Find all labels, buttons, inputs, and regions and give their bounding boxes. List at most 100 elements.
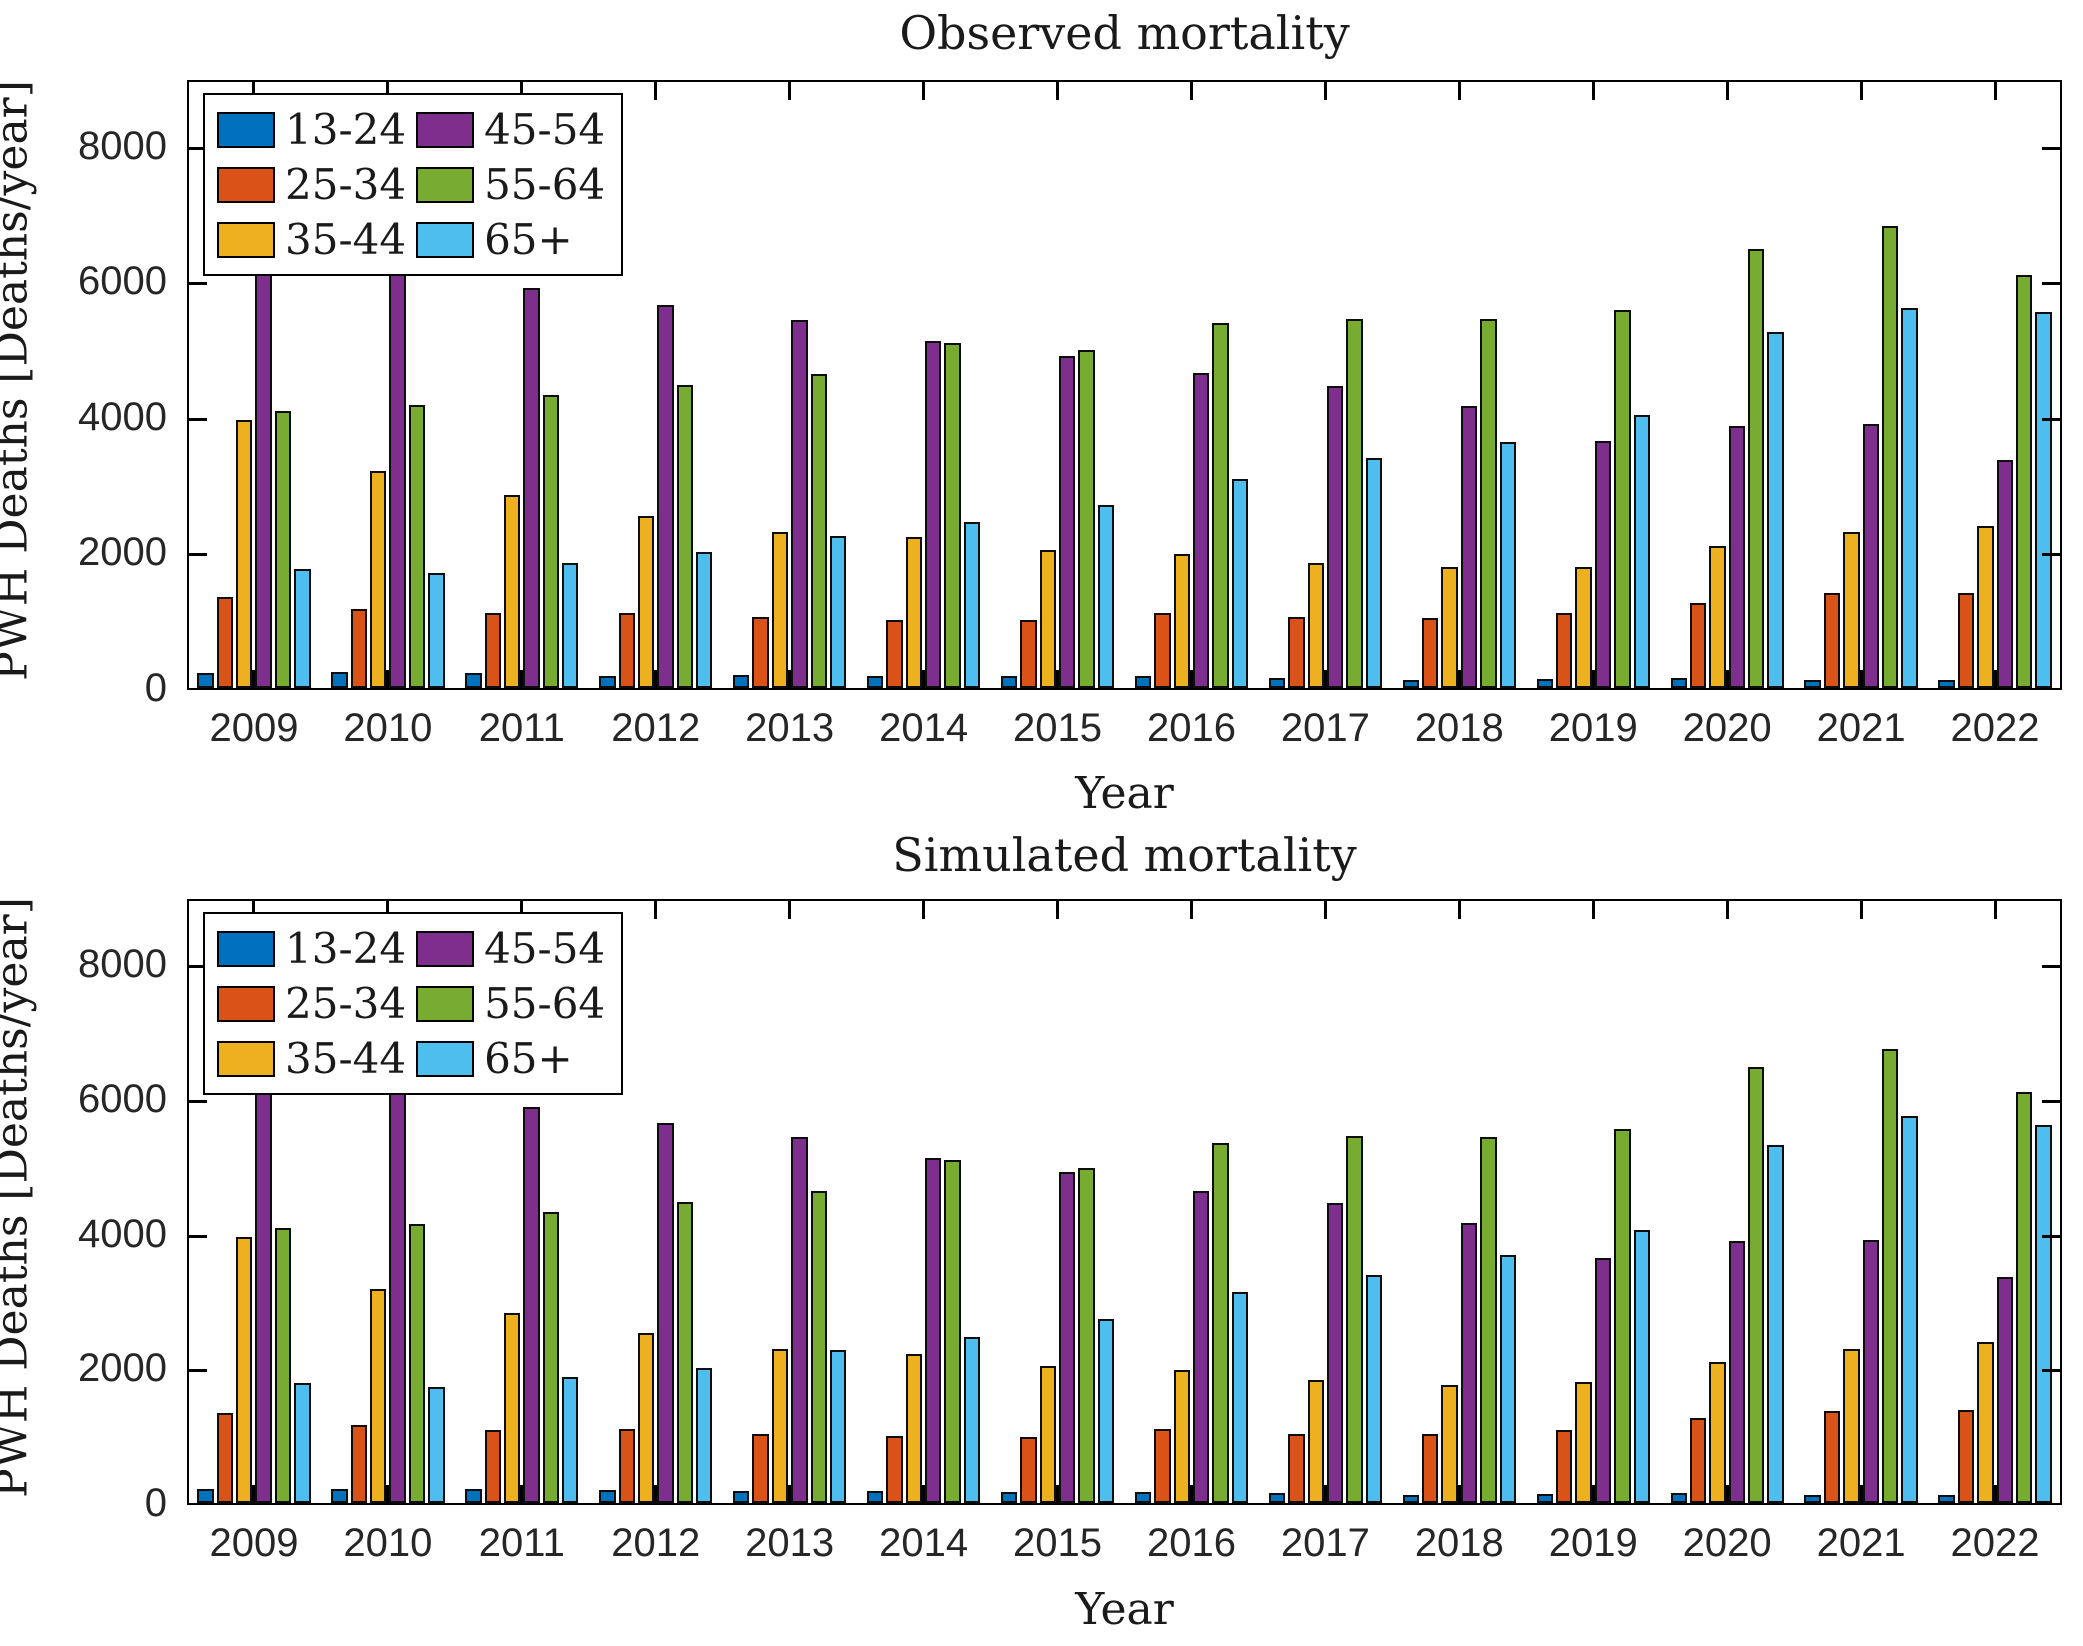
simulated-bar-2022-45-54 [1996, 1277, 2013, 1503]
simulated-bar-2020-35-44 [1709, 1362, 1726, 1503]
simulated-bar-2009-65+ [294, 1383, 311, 1503]
observed-bottom-xtick [1591, 670, 1595, 688]
simulated-bar-2012-35-44 [637, 1333, 655, 1503]
simulated-ytick-label: 8000 [78, 942, 167, 987]
simulated-bar-2015-65+ [1097, 1318, 1115, 1503]
observed-bar-2010-25-34 [350, 608, 368, 688]
simulated-bottom-xtick [1056, 1485, 1060, 1503]
simulated-ytick-label: 0 [144, 1481, 167, 1525]
observed-bar-2011-35-44 [503, 494, 521, 688]
observed-bar-2020-65+ [1767, 332, 1784, 688]
observed-bar-2022-55-64 [2015, 274, 2033, 688]
observed-xtick-label: 2017 [1280, 706, 1370, 750]
observed-bottom-xtick [922, 670, 926, 688]
simulated-bar-2018-35-44 [1441, 1384, 1458, 1503]
simulated-bottom-xtick [922, 1485, 926, 1503]
observed-bar-2015-45-54 [1059, 355, 1076, 688]
simulated-bar-2015-35-44 [1039, 1365, 1057, 1503]
simulated-xtick-label: 2015 [1013, 1521, 1103, 1565]
observed-bar-2019-13-24 [1536, 678, 1553, 688]
observed-bottom-xtick [520, 670, 524, 688]
simulated-bar-2012-45-54 [657, 1123, 674, 1503]
simulated-bar-2019-13-24 [1536, 1493, 1553, 1503]
simulated-bar-2020-55-64 [1748, 1066, 1765, 1503]
simulated-legend-label: 65+ [484, 1034, 573, 1083]
observed-right-ytick [2042, 282, 2060, 286]
simulated-bottom-xtick [1725, 1485, 1729, 1503]
observed-bar-2012-35-44 [637, 515, 655, 688]
observed-legend-label: 13-24 [285, 105, 407, 154]
observed-left-ytick [189, 417, 207, 421]
simulated-bar-2010-13-24 [331, 1488, 348, 1503]
observed-left-ytick [189, 146, 207, 150]
simulated-ytick-label: 2000 [78, 1346, 167, 1391]
simulated-bottom-xtick [252, 1485, 256, 1503]
observed-ytick-label: 2000 [78, 530, 167, 575]
simulated-bar-2022-25-34 [1957, 1410, 1975, 1503]
simulated-bar-2020-65+ [1767, 1145, 1784, 1503]
observed-top-xtick [520, 82, 524, 100]
observed-bar-2012-13-24 [599, 675, 616, 688]
observed-legend-entry-25-34: 25-34 [217, 160, 406, 209]
observed-bar-2011-13-24 [465, 673, 482, 688]
legend-swatch-icon [217, 1040, 275, 1077]
legend-swatch-icon [217, 166, 275, 203]
simulated-bar-2009-35-44 [236, 1237, 253, 1503]
observed-bar-2014-65+ [963, 521, 981, 688]
simulated-bar-2018-13-24 [1402, 1494, 1420, 1503]
simulated-bar-2016-55-64 [1212, 1143, 1229, 1503]
observed-xtick-label: 2016 [1146, 706, 1236, 750]
simulated-top-xtick [252, 901, 256, 919]
simulated-xtick-label: 2011 [478, 1521, 565, 1565]
legend-swatch-icon [217, 985, 275, 1022]
legend-swatch-icon [416, 985, 475, 1022]
simulated-bar-2014-35-44 [905, 1354, 923, 1503]
simulated-left-ytick [189, 1369, 207, 1373]
observed-xtick-label: 2012 [611, 706, 701, 750]
simulated-top-xtick [1993, 901, 1997, 919]
simulated-bar-2020-25-34 [1689, 1418, 1707, 1503]
observed-top-xtick [1859, 82, 1863, 100]
simulated-xtick-label: 2020 [1682, 1521, 1772, 1565]
observed-bottom-xtick [1189, 670, 1193, 688]
simulated-right-ytick [2042, 1100, 2060, 1103]
simulated-bar-2010-35-44 [370, 1288, 387, 1503]
simulated-bar-2017-45-54 [1326, 1202, 1344, 1503]
simulated-bar-2013-45-54 [791, 1137, 808, 1503]
simulated-top-xtick [1323, 901, 1327, 919]
simulated-top-xtick [1189, 901, 1193, 919]
observed-bar-2012-55-64 [676, 385, 693, 688]
observed-bar-2022-25-34 [1957, 593, 1975, 688]
simulated-bar-2019-55-64 [1614, 1129, 1631, 1503]
observed-bar-2020-35-44 [1709, 546, 1726, 688]
observed-top-xtick [1056, 82, 1060, 100]
simulated-bar-2013-25-34 [752, 1433, 769, 1503]
legend-swatch-icon [416, 1040, 475, 1077]
simulated-xtick-label: 2017 [1280, 1521, 1370, 1565]
observed-bar-2010-13-24 [331, 672, 348, 688]
simulated-bar-2021-25-34 [1823, 1410, 1841, 1503]
legend-swatch-icon [416, 111, 475, 148]
simulated-left-ytick [189, 1100, 207, 1103]
observed-legend-entry-65+: 65+ [416, 215, 605, 264]
observed-ytick-label: 8000 [78, 123, 167, 168]
simulated-x-axis-label: Year [1075, 1584, 1174, 1635]
observed-bar-2016-25-34 [1154, 613, 1171, 688]
legend-swatch-icon [217, 111, 275, 148]
simulated-bar-2014-55-64 [944, 1160, 961, 1503]
observed-bar-2013-25-34 [752, 616, 769, 688]
observed-bottom-xtick [1859, 670, 1863, 688]
observed-bar-2021-65+ [1901, 308, 1918, 688]
observed-bar-2018-45-54 [1460, 406, 1478, 688]
simulated-legend-entry-45-54: 45-54 [416, 924, 605, 973]
simulated-top-xtick [922, 901, 926, 919]
simulated-bottom-xtick [654, 1485, 658, 1503]
observed-bar-2018-25-34 [1422, 618, 1439, 688]
observed-bar-2010-35-44 [370, 471, 387, 688]
simulated-bar-2016-65+ [1231, 1292, 1249, 1503]
simulated-legend-entry-55-64: 55-64 [416, 979, 605, 1028]
simulated-bar-2022-65+ [2035, 1124, 2052, 1503]
observed-bar-2019-25-34 [1556, 612, 1573, 688]
simulated-bar-2015-25-34 [1020, 1437, 1037, 1503]
